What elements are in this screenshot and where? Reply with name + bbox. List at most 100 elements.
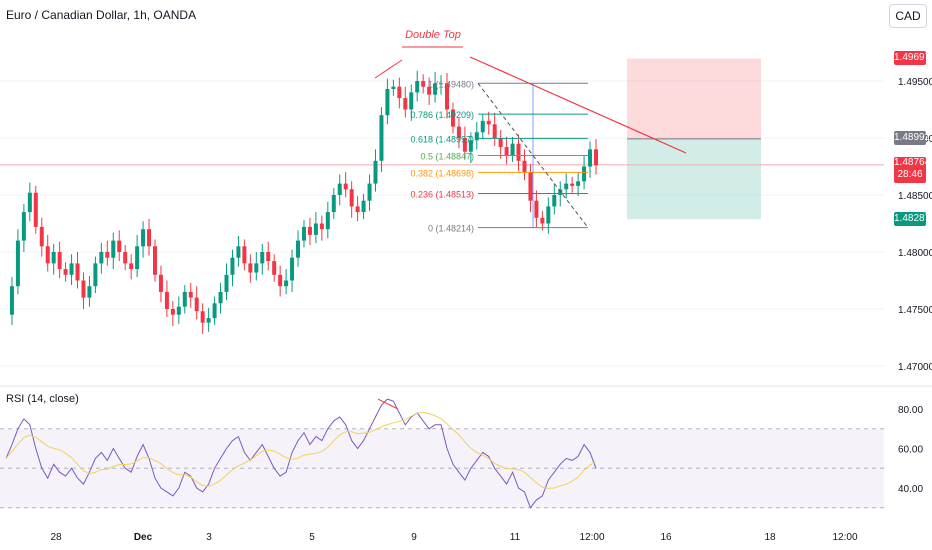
candle-body bbox=[343, 183, 348, 190]
currency-button[interactable]: CAD bbox=[889, 4, 927, 28]
candle-body bbox=[141, 229, 146, 247]
candle-body bbox=[474, 132, 479, 141]
candle-body bbox=[51, 252, 56, 264]
candle-body bbox=[528, 172, 533, 201]
candle-body bbox=[296, 240, 301, 258]
candle-body bbox=[594, 149, 598, 166]
candle-body bbox=[218, 291, 223, 304]
fib-level-label: 0.382 (1.48698) bbox=[410, 168, 474, 178]
candle-body bbox=[385, 88, 390, 116]
candle-body bbox=[266, 252, 271, 262]
sl-price-tag: 1.48287 bbox=[894, 212, 931, 226]
fib-level-label: 0 (1.48214) bbox=[428, 224, 474, 234]
candle-body bbox=[230, 257, 235, 275]
tp-price-tag: 1.49697 bbox=[894, 51, 931, 65]
double-top-line-left bbox=[374, 59, 403, 79]
candle-body bbox=[194, 297, 199, 312]
fib-diagonal bbox=[477, 82, 589, 228]
candle-body bbox=[301, 226, 306, 241]
candle-body bbox=[313, 223, 318, 235]
candle-body bbox=[176, 306, 181, 315]
candle-body bbox=[81, 280, 86, 298]
candle-body bbox=[278, 274, 283, 287]
candle-body bbox=[534, 200, 539, 218]
candle-body bbox=[57, 252, 62, 270]
candle-body bbox=[260, 252, 265, 264]
x-tick-label: 3 bbox=[206, 532, 212, 543]
candle-body bbox=[129, 263, 134, 270]
y-tick-label: 1.49500 bbox=[898, 77, 932, 88]
candle-body bbox=[135, 246, 140, 270]
candle-body bbox=[510, 143, 515, 156]
x-tick-label: 9 bbox=[411, 532, 417, 543]
candle-body bbox=[373, 160, 378, 184]
candle-body bbox=[182, 291, 187, 307]
drawings: Double Top 1 (1.49480) 0.786 (1.49209) 0.61… bbox=[374, 29, 687, 234]
candle-body bbox=[99, 252, 104, 264]
candle-body bbox=[522, 160, 527, 173]
candle-body bbox=[427, 86, 432, 95]
candle-body bbox=[170, 309, 175, 315]
candle-body bbox=[63, 269, 68, 275]
x-tick-label: 11 bbox=[510, 532, 521, 543]
double-top-label: Double Top bbox=[405, 29, 461, 41]
candle-body bbox=[224, 274, 229, 292]
fib-level-label: 0.5 (1.48847) bbox=[420, 151, 474, 161]
last-price-tag: 1.48764 28:46 bbox=[894, 157, 930, 183]
target-zone bbox=[627, 58, 761, 139]
entry-price-tag: 1.48992 bbox=[894, 131, 931, 145]
candle-body bbox=[546, 206, 551, 224]
candle-body bbox=[21, 212, 26, 241]
candle-body bbox=[254, 263, 259, 273]
candle-body bbox=[45, 246, 50, 264]
rsi-tick-label: 60.00 bbox=[898, 445, 923, 456]
candle-body bbox=[284, 280, 289, 287]
candle-body bbox=[290, 257, 295, 281]
stop-zone bbox=[627, 138, 761, 220]
candle-body bbox=[206, 318, 211, 323]
candle-body bbox=[462, 138, 467, 152]
candle-body bbox=[516, 143, 521, 161]
candle-body bbox=[9, 286, 14, 315]
candle-body bbox=[421, 81, 426, 87]
x-tick-label: 5 bbox=[309, 532, 315, 543]
candle-body bbox=[445, 83, 450, 110]
candle-body bbox=[248, 263, 253, 273]
candle-body bbox=[355, 206, 360, 213]
candle-body bbox=[564, 183, 569, 190]
candle-body bbox=[570, 183, 575, 186]
candle-body bbox=[87, 286, 92, 298]
candlestick-series bbox=[9, 70, 598, 335]
candle-body bbox=[158, 274, 163, 292]
candle-body bbox=[337, 183, 342, 195]
candle-body bbox=[272, 261, 277, 275]
candle-body bbox=[552, 195, 557, 207]
candle-body bbox=[498, 138, 503, 148]
y-tick-label: 1.48500 bbox=[898, 191, 932, 202]
candle-body bbox=[212, 303, 217, 319]
candle-body bbox=[164, 291, 169, 309]
candle-body bbox=[486, 120, 491, 125]
candle-body bbox=[75, 263, 80, 281]
y-tick-label: 1.47000 bbox=[898, 362, 932, 373]
candle-body bbox=[456, 126, 461, 138]
candle-body bbox=[111, 240, 116, 258]
candle-body bbox=[433, 83, 438, 95]
candle-body bbox=[325, 212, 330, 230]
candle-body bbox=[307, 226, 312, 235]
candle-body bbox=[152, 246, 157, 275]
fib-level-label: 1 (1.49480) bbox=[428, 79, 474, 89]
candle-body bbox=[367, 183, 372, 201]
candle-body bbox=[236, 246, 241, 258]
candle-body bbox=[331, 195, 336, 213]
fib-level-label: 0.618 (1.48997) bbox=[410, 134, 474, 144]
candle-body bbox=[69, 263, 74, 275]
candle-body bbox=[123, 252, 128, 264]
candle-body bbox=[379, 115, 384, 161]
candle-body bbox=[504, 147, 509, 156]
fib-level-label: 0.236 (1.48513) bbox=[410, 190, 474, 200]
candle-body bbox=[27, 192, 32, 213]
x-tick-label: 12:00 bbox=[832, 532, 857, 543]
candle-body bbox=[391, 86, 396, 89]
